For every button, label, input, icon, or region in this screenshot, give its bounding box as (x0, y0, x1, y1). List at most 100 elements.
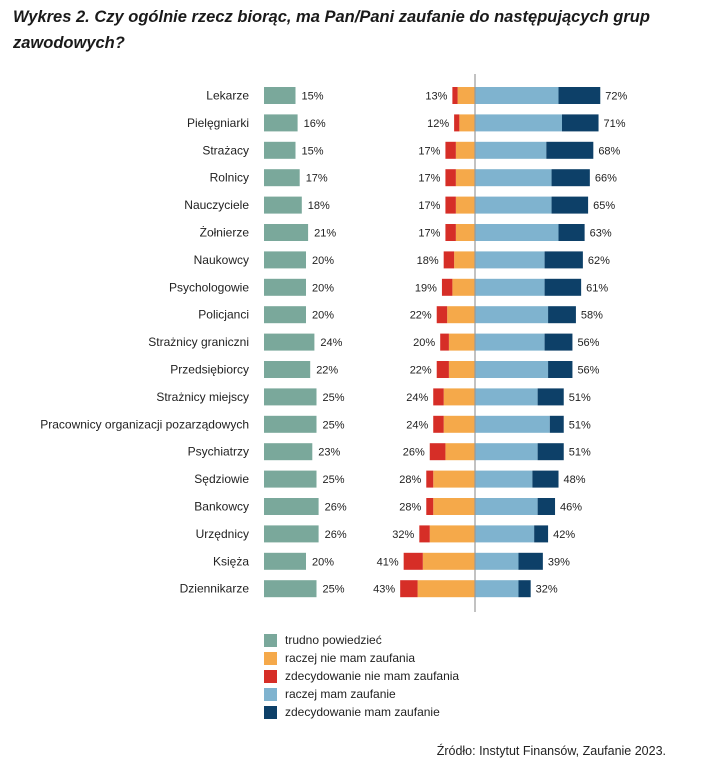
bar-raczej-nie (443, 388, 475, 406)
label-distrust-total: 43% (373, 584, 395, 596)
bar-trudno (264, 443, 313, 461)
label-trudno: 26% (325, 529, 347, 541)
bar-trudno (264, 525, 319, 543)
category-label: Nauczyciele (184, 198, 249, 212)
label-trudno: 18% (308, 200, 330, 212)
category-label: Psychiatrzy (188, 445, 249, 459)
bar-zdecydowanie-tak (518, 552, 543, 570)
legend: trudno powiedzieć raczej nie mam zaufania… (264, 631, 459, 721)
label-distrust-total: 26% (403, 447, 425, 459)
bar-raczej-tak (475, 333, 545, 351)
label-trudno: 20% (312, 556, 334, 568)
legend-item: trudno powiedzieć (264, 631, 459, 649)
label-distrust-total: 17% (418, 228, 440, 240)
bar-zdecydowanie-tak (544, 251, 583, 269)
label-distrust-total: 32% (392, 529, 414, 541)
chart-title: Wykres 2. Czy ogólnie rzecz biorąc, ma P… (13, 8, 650, 52)
bar-zdecydowanie-nie (452, 87, 458, 104)
bar-raczej-nie (452, 278, 475, 296)
legend-label: raczej nie mam zaufania (285, 651, 416, 665)
label-trust-total: 51% (569, 447, 591, 459)
legend-label: trudno powiedzieć (285, 633, 382, 647)
category-label: Naukowcy (194, 253, 249, 267)
category-label: Przedsiębiorcy (170, 363, 249, 377)
bar-trudno (264, 415, 317, 433)
bar-zdecydowanie-tak (546, 141, 594, 159)
bar-trudno (264, 306, 306, 324)
label-distrust-total: 28% (399, 502, 421, 514)
label-trudno: 20% (312, 282, 334, 294)
bar-raczej-nie (422, 552, 475, 570)
bar-trudno (264, 388, 317, 406)
label-trust-total: 46% (560, 502, 582, 514)
bar-trudno (264, 87, 296, 104)
category-label: Dziennikarze (180, 582, 250, 596)
category-label: Bankowcy (194, 500, 249, 514)
legend-swatch (264, 687, 277, 701)
label-distrust-total: 17% (418, 145, 440, 157)
label-distrust-total: 17% (418, 200, 440, 212)
bar-zdecydowanie-tak (548, 306, 576, 324)
legend-swatch (264, 705, 277, 719)
bar-zdecydowanie-tak (558, 87, 601, 104)
category-label: Żołnierze (200, 226, 250, 240)
bar-raczej-tak (475, 141, 547, 159)
label-distrust-total: 22% (410, 310, 432, 322)
label-trust-total: 56% (577, 337, 599, 349)
bar-raczej-tak (475, 580, 519, 598)
bar-zdecydowanie-nie (445, 141, 456, 159)
label-trudno: 25% (323, 474, 345, 486)
bar-raczej-nie (455, 169, 475, 187)
bar-raczej-tak (475, 470, 533, 488)
bar-trudno (264, 251, 306, 269)
bar-zdecydowanie-tak (537, 498, 556, 515)
legend-swatch (264, 651, 277, 665)
bar-raczej-tak (475, 498, 538, 515)
label-trudno: 25% (323, 419, 345, 431)
legend-label: zdecydowanie nie mam zaufania (285, 669, 460, 683)
label-trudno: 20% (312, 255, 334, 267)
label-trudno: 20% (312, 310, 334, 322)
category-label: Policjanci (198, 308, 249, 322)
bar-raczej-nie (454, 251, 475, 269)
label-trust-total: 72% (605, 91, 627, 103)
trust-chart: Lekarze 15% 13% 72% Pielęgniarki 16% 12% 71% Str… (40, 74, 628, 612)
bar-zdecydowanie-tak (549, 415, 564, 433)
bar-zdecydowanie-nie (443, 251, 455, 269)
bar-zdecydowanie-tak (532, 470, 559, 488)
bar-trudno (264, 114, 298, 132)
bar-trudno (264, 169, 300, 187)
label-distrust-total: 20% (413, 337, 435, 349)
bar-raczej-nie (447, 306, 475, 324)
bar-trudno (264, 278, 306, 296)
bar-zdecydowanie-tak (548, 361, 573, 378)
bar-trudno (264, 361, 311, 378)
bar-raczej-nie (448, 361, 475, 378)
bar-zdecydowanie-tak (562, 114, 599, 132)
legend-label: zdecydowanie mam zaufanie (285, 705, 440, 719)
label-trust-total: 65% (593, 200, 615, 212)
label-trudno: 15% (302, 145, 324, 157)
label-trust-total: 62% (588, 255, 610, 267)
legend-label: raczej mam zaufanie (285, 687, 396, 701)
label-trust-total: 32% (536, 584, 558, 596)
legend-swatch (264, 633, 277, 647)
label-trudno: 26% (325, 502, 347, 514)
legend-item: zdecydowanie mam zaufanie (264, 703, 459, 721)
bar-trudno (264, 196, 302, 214)
bar-raczej-nie (455, 196, 475, 214)
bar-raczej-tak (475, 443, 538, 461)
bar-zdecydowanie-nie (436, 361, 449, 378)
label-trust-total: 58% (581, 310, 603, 322)
category-label: Sędziowie (194, 472, 249, 486)
bar-raczej-nie (455, 141, 475, 159)
bar-zdecydowanie-tak (518, 580, 531, 598)
bar-zdecydowanie-nie (419, 525, 430, 543)
category-label: Pielęgniarki (187, 116, 249, 130)
category-label: Księża (213, 554, 249, 568)
label-trust-total: 71% (604, 118, 626, 130)
label-trudno: 23% (318, 447, 340, 459)
label-trust-total: 42% (553, 529, 575, 541)
category-label: Urzędnicy (196, 527, 249, 541)
bar-raczej-nie (459, 114, 475, 132)
